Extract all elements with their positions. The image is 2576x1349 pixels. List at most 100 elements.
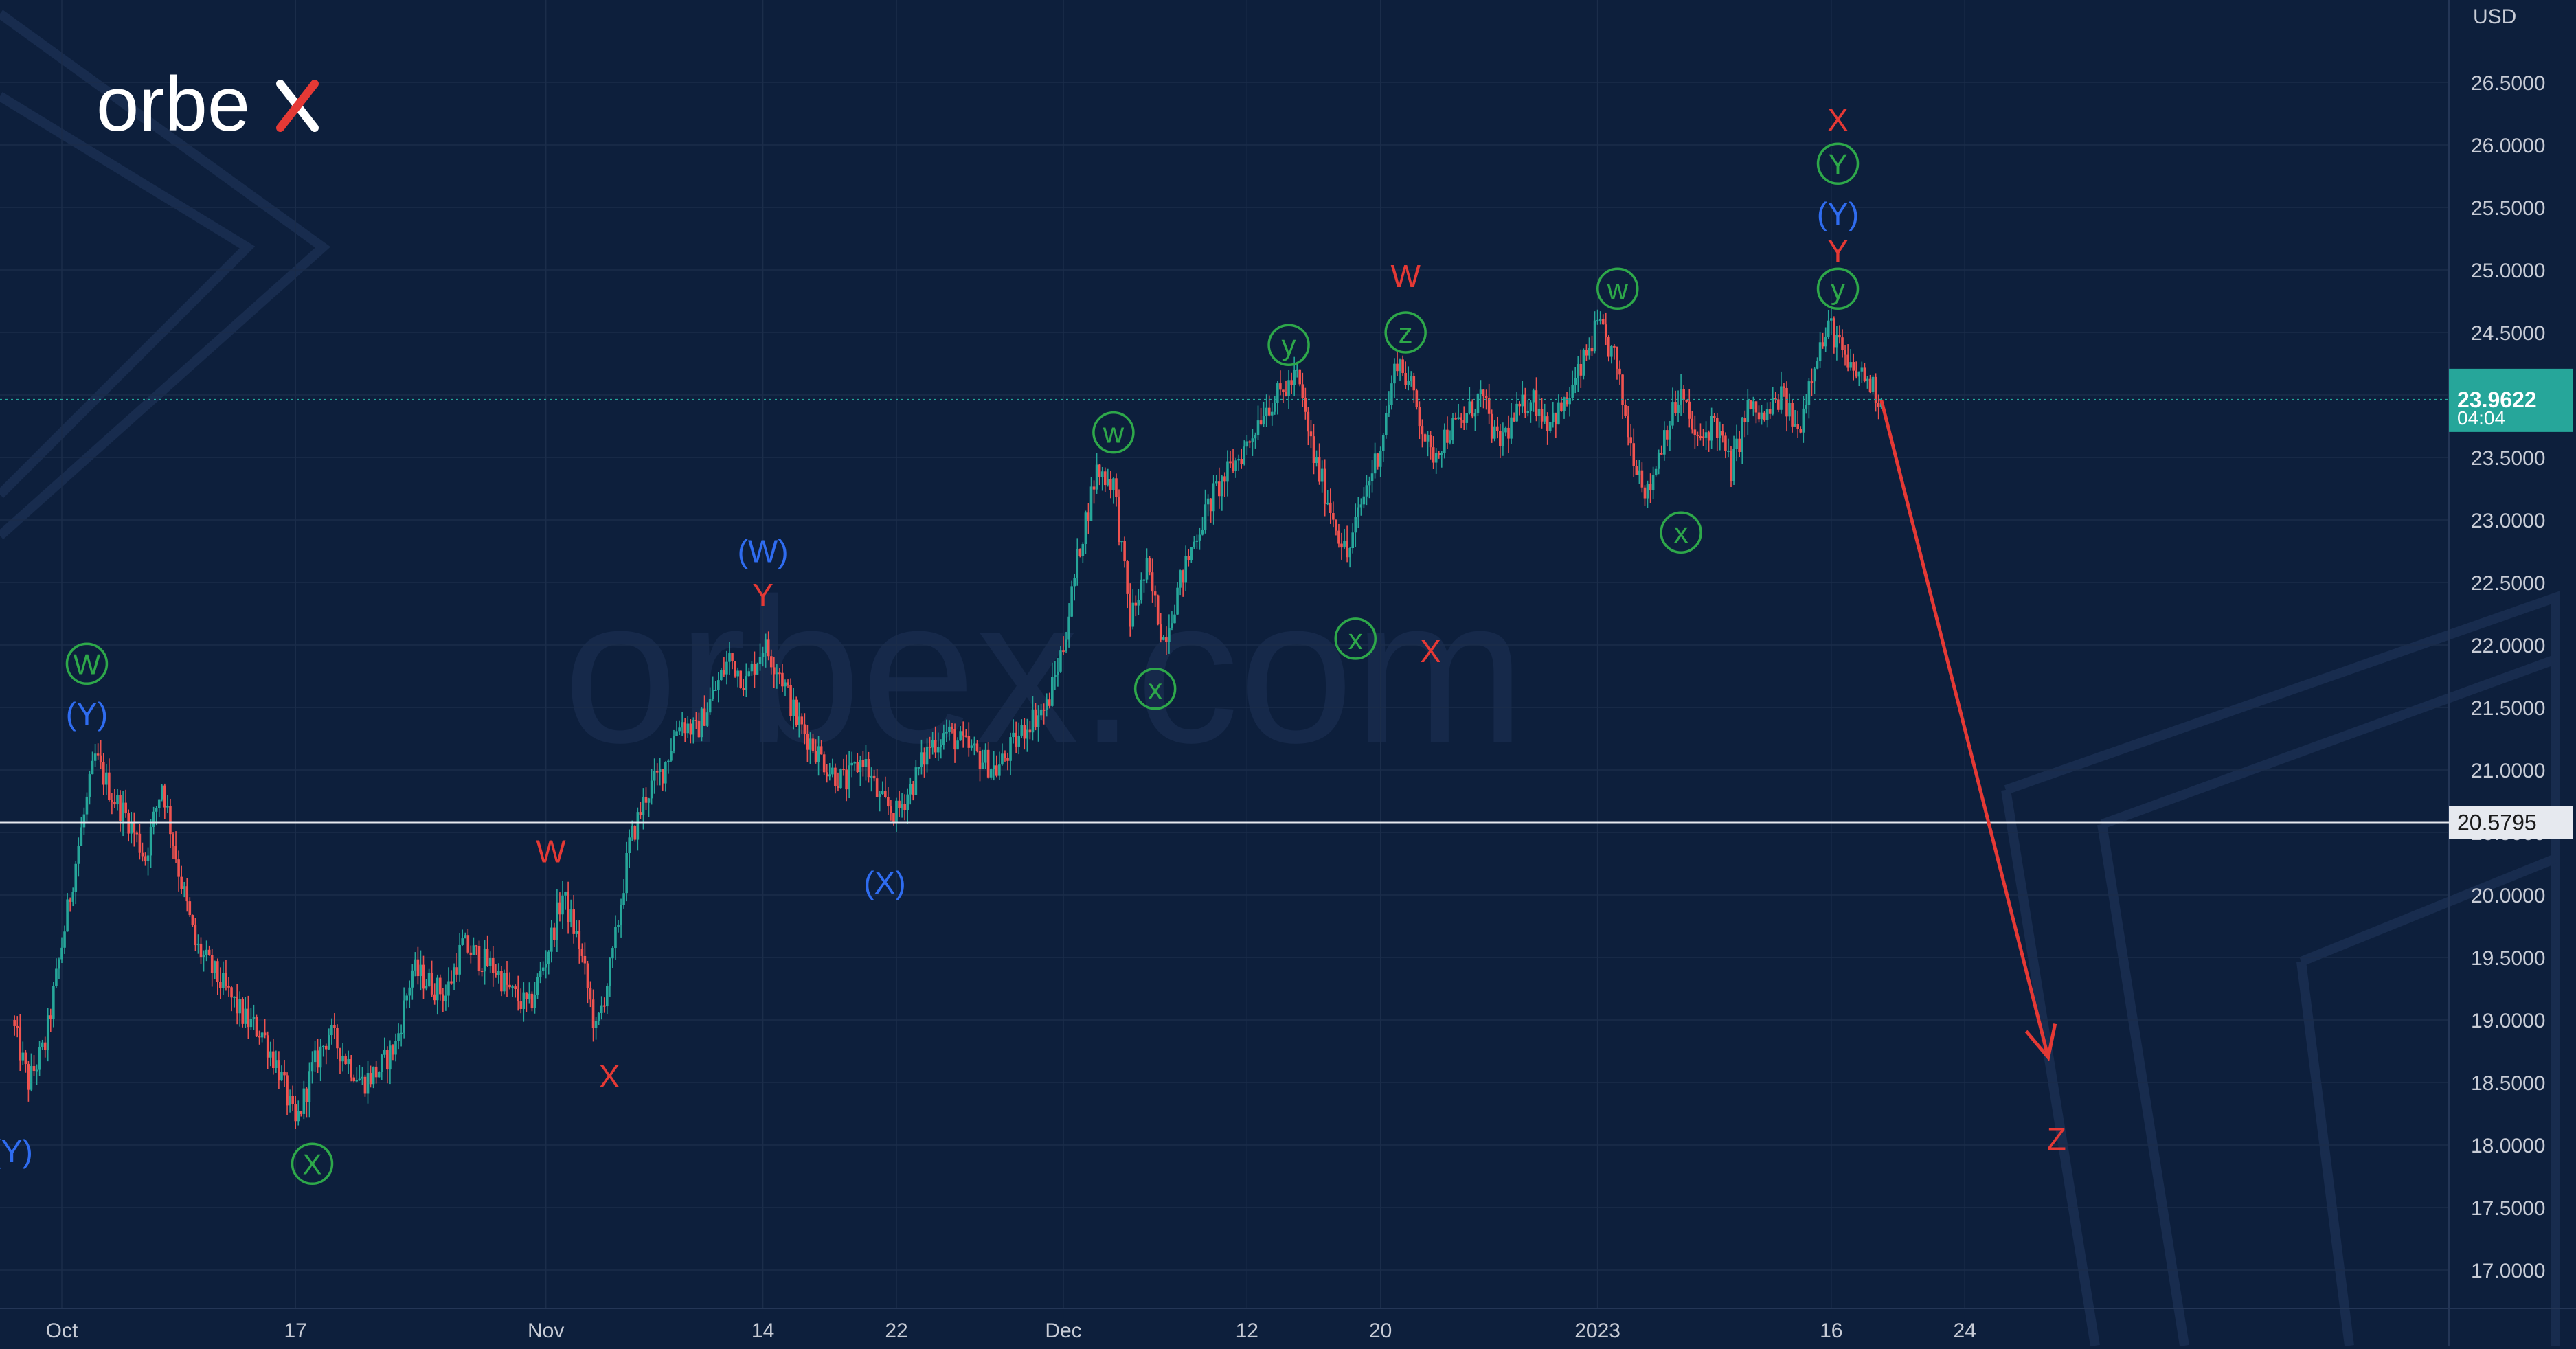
candle-body	[1251, 438, 1254, 442]
candle-body	[1780, 386, 1783, 410]
candle-body	[594, 1021, 598, 1028]
candle-body	[1212, 483, 1215, 512]
candle-body	[486, 948, 489, 966]
candle-body	[241, 999, 245, 1024]
candle-body	[1704, 432, 1708, 438]
candle-body	[1651, 475, 1655, 491]
candle-body	[547, 951, 550, 964]
candle-body	[1618, 368, 1621, 375]
candle-body	[196, 943, 200, 946]
x-tick-label: 16	[1820, 1319, 1842, 1342]
wave-label: Y	[1827, 234, 1849, 269]
candle-body	[683, 722, 686, 734]
candle-body	[219, 982, 222, 988]
candle-body	[1320, 468, 1324, 482]
candle-body	[24, 1052, 27, 1065]
candle-body	[166, 806, 169, 808]
candle-body	[1833, 318, 1835, 348]
candle-body	[1423, 434, 1427, 442]
wave-label: Y	[752, 577, 773, 613]
candle-body	[1590, 348, 1594, 352]
candle-body	[1454, 418, 1457, 420]
candle-body	[1496, 426, 1499, 431]
candle-body	[1332, 512, 1335, 520]
candle-body	[1446, 429, 1449, 443]
candle-body	[747, 671, 751, 677]
logo-x-mark	[276, 80, 319, 132]
wave-label-circle	[1267, 324, 1310, 366]
candle-body	[1596, 320, 1599, 322]
candle-body	[269, 1051, 272, 1058]
candle-body	[289, 1096, 291, 1106]
candle-body	[1874, 376, 1877, 403]
wave-label-circle	[1596, 267, 1639, 310]
candle-body	[389, 1045, 392, 1070]
candle-body	[422, 964, 425, 989]
candle-body	[898, 800, 901, 808]
candle-body	[1415, 390, 1419, 407]
candle-body	[728, 653, 731, 662]
candle-body	[1084, 512, 1087, 545]
candle-body	[1548, 422, 1552, 431]
wave-label: Y	[1829, 148, 1848, 180]
candle-body	[1171, 623, 1173, 628]
candle-body	[43, 1042, 47, 1050]
candle-body	[455, 967, 458, 975]
candle-body	[503, 973, 506, 992]
candle-body	[1204, 504, 1207, 530]
candle-body	[522, 992, 526, 1009]
candle-body	[247, 1008, 250, 1028]
candle-body	[1412, 376, 1416, 391]
candle-body	[753, 663, 756, 674]
candle-body	[705, 712, 709, 726]
candle-body	[350, 1059, 352, 1078]
candle-body	[416, 959, 420, 977]
candle-body	[124, 802, 127, 814]
wave-label: w	[1103, 417, 1125, 449]
candle-body	[1624, 405, 1627, 416]
candle-body	[477, 946, 481, 971]
bar-countdown: 04:04	[2457, 407, 2505, 429]
candle-body	[617, 925, 620, 927]
candle-body	[1601, 319, 1605, 325]
y-tick-label: 23.0000	[2471, 510, 2545, 532]
axis-unit-label: USD	[2473, 5, 2516, 28]
candle-body	[1381, 435, 1385, 451]
candle-body	[330, 1025, 333, 1036]
candle-body	[789, 685, 792, 716]
candle-body	[1418, 407, 1421, 427]
candle-body	[169, 806, 172, 835]
candle-body	[1148, 558, 1151, 573]
candle-body	[266, 1035, 269, 1058]
candle-body	[1388, 405, 1390, 413]
candle-body	[352, 1077, 356, 1082]
candle-body	[1487, 398, 1491, 414]
candle-body	[49, 1015, 52, 1019]
candle-body	[1593, 320, 1596, 352]
candle-body	[130, 822, 133, 834]
current-price-value: 23.9622	[2457, 387, 2537, 412]
candle-body	[575, 931, 578, 934]
wave-label: (W)	[738, 534, 789, 569]
candle-body	[912, 784, 915, 795]
candle-body	[942, 733, 945, 745]
candle-body	[917, 767, 920, 769]
candle-body	[135, 832, 139, 835]
candle-body	[308, 1071, 311, 1102]
candle-body	[333, 1025, 336, 1028]
candle-body	[93, 753, 97, 761]
candle-body	[998, 764, 1001, 776]
candle-body	[558, 902, 561, 915]
candle-body	[1680, 389, 1682, 405]
candle-body	[773, 667, 776, 674]
candle-body	[1473, 413, 1477, 417]
candle-body	[1774, 398, 1777, 400]
candle-body	[1749, 400, 1752, 409]
candle-body	[670, 751, 673, 761]
candle-body	[1129, 593, 1131, 627]
candle-body	[461, 938, 464, 945]
candle-body	[764, 639, 767, 654]
candle-body	[1290, 380, 1293, 385]
